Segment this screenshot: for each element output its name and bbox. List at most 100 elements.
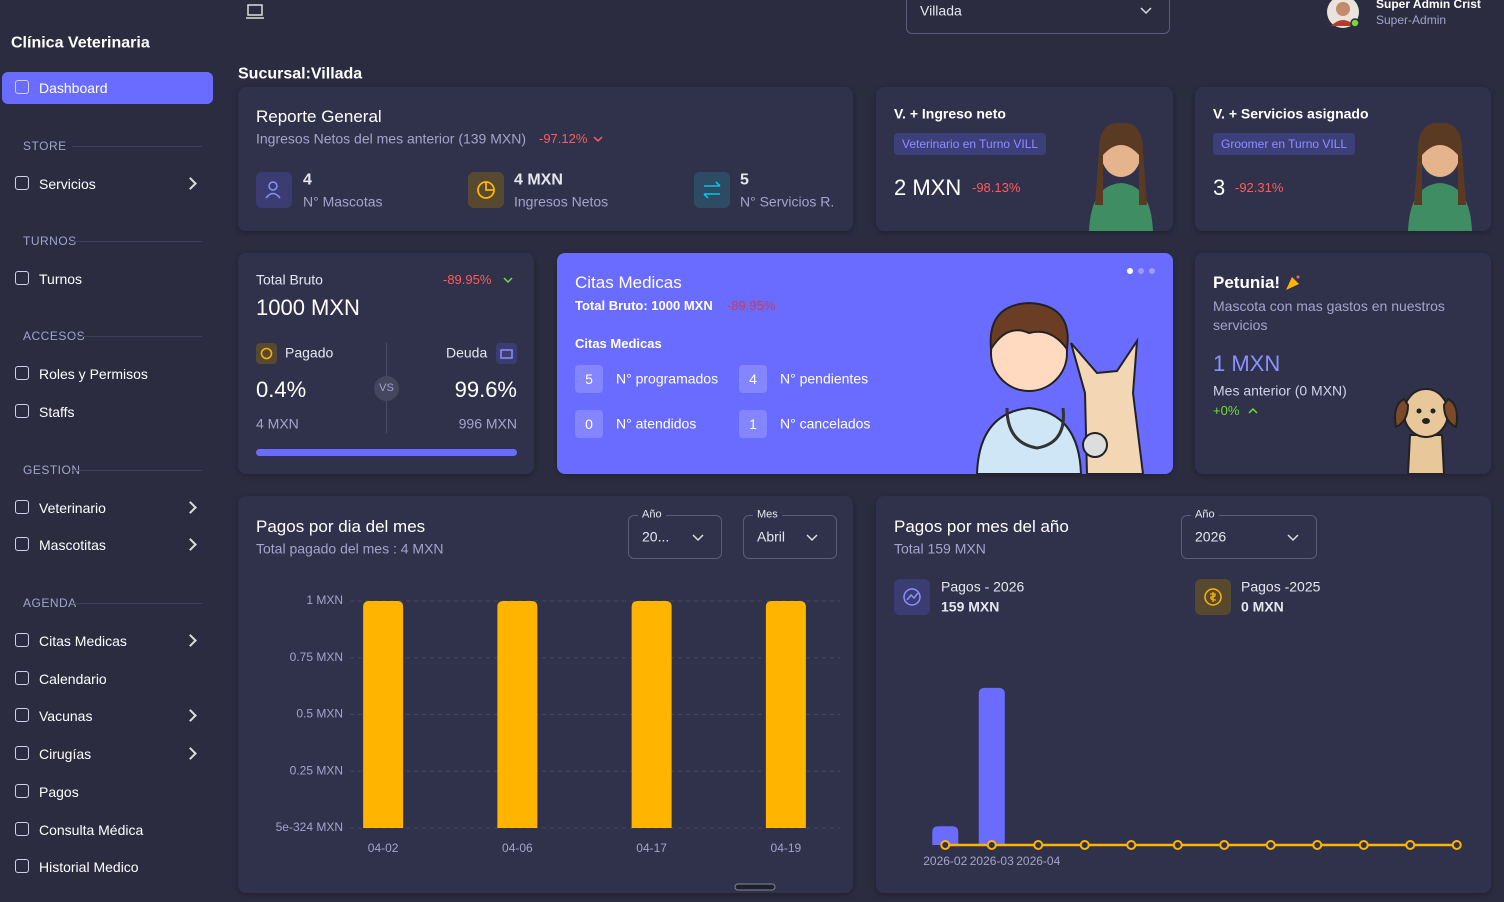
stat-label: N° pendientes [780,370,869,387]
report-card [238,87,853,231]
line-marker [940,840,951,850]
year-select[interactable] [1181,515,1317,559]
nav-icon [15,404,29,418]
bar [363,601,404,828]
nav-icon [15,366,29,380]
stat-value: 1 [739,410,767,438]
line-marker [1358,840,1369,850]
chevron [1287,534,1299,542]
line-marker [1079,840,1090,850]
y-tick-label: 1 MXN [306,593,343,607]
line-marker [1265,840,1276,850]
year-select[interactable] [628,515,722,559]
vet-income-card [876,87,1173,231]
appointments-title: Citas Medicas [575,272,682,292]
legend-total: 159 MXN [941,598,1000,615]
appointments-total: Total Bruto: 1000 MXN [575,298,713,314]
avatar[interactable] [1326,0,1362,30]
nav-heading: GESTION [23,463,81,477]
line-marker [1126,840,1137,850]
debt-amount: 996 MXN [458,415,517,432]
legend-icon [894,579,930,615]
bar [932,826,959,845]
nav-item[interactable]: Calendario [39,671,107,687]
vet-dog-illustration [975,301,1145,474]
stat-value: 5 [575,365,603,393]
select-value: 2026 [1195,528,1227,545]
stat-label: N° cancelados [780,415,871,432]
down-arrow [503,277,513,284]
x-tick-label: 04-19 [771,841,802,855]
nav-item[interactable]: Veterinario [39,500,106,516]
x-tick-label: 04-17 [636,841,667,855]
carousel-dots[interactable] [1125,267,1159,275]
up-arrow [1248,407,1258,414]
scrollbar[interactable] [734,883,776,891]
nav-item[interactable]: Servicios [39,176,96,192]
gross-value: 1000 MXN [256,294,360,320]
vs-badge: VS [374,376,399,401]
nav-item[interactable]: Historial Medico [39,859,139,875]
nav-item[interactable]: Cirugías [39,746,92,762]
report-change: -97.12% [539,131,588,147]
nav-icon [15,271,29,285]
divider [72,603,202,604]
nav-item[interactable]: Dashboard [39,80,108,96]
nav-item[interactable]: Mascotitas [39,537,106,553]
stat-value: 5 [740,171,749,189]
chart-title: Pagos por dia del mes [256,516,426,536]
nav-item[interactable]: Staffs [39,404,75,420]
monthly-payments-card [876,496,1491,893]
appointments-section: Citas Medicas [575,336,662,352]
nav-item[interactable]: Consulta Médica [39,822,144,838]
legend-entry: Pagos - 2026 [941,578,1025,595]
bar [631,601,672,828]
nav-item[interactable]: Turnos [39,271,83,287]
select-label: Año [638,508,666,522]
nav-item[interactable]: Roles y Permisos [39,366,148,382]
legend-total: 0 MXN [1241,598,1284,615]
branch-select-value: Villada [920,2,962,19]
nav-icon [15,671,29,685]
stat-label: Ingresos Netos [514,193,609,210]
nav-icon [15,176,29,190]
report-title: Reporte General [256,106,382,126]
legend-icon [1195,579,1231,615]
line-marker [1312,840,1323,850]
vet-services-card [1195,87,1491,231]
chart-title: Pagos por mes del año [894,516,1069,536]
top-pet-change: +0% [1213,403,1240,419]
report-subtitle: Ingresos Netos del mes anterior (139 MXN… [256,130,526,147]
select-label: Año [1191,508,1219,522]
branch-select[interactable] [906,0,1170,34]
brand: Clínica Veterinaria [11,34,150,52]
paid-amount: 4 MXN [256,415,299,432]
nav-icon [15,708,29,722]
month-select[interactable] [743,515,837,559]
nav-icon [15,822,29,836]
vet-illustration [1089,122,1153,231]
x-tick-label: 04-02 [368,841,399,855]
nav-icon [15,784,29,798]
line-marker [1172,840,1183,850]
nav-heading: AGENDA [23,596,77,610]
dog-illustration [1394,388,1458,474]
select-label: Mes [753,508,782,522]
y-tick-label: 5e-324 MXN [276,820,343,834]
line-marker [1219,840,1230,850]
nav-item[interactable]: Pagos [39,784,79,800]
gross-label: Total Bruto [256,271,323,288]
top-pet-subtitle: Mascota con mas gastos en nuestros servi… [1213,298,1445,333]
nav-item[interactable]: Vacunas [39,708,93,724]
party-icon [1286,275,1300,290]
select-value: 20... [642,528,670,545]
top-pet-card [1195,253,1491,474]
nav-icon [15,80,29,94]
badge: Groomer en Turno VILL [1213,133,1356,155]
nav-icon [15,500,29,514]
card-value: 2 MXN [894,174,962,200]
nav-item[interactable]: Citas Medicas [39,633,127,649]
laptop-icon[interactable] [246,4,264,20]
